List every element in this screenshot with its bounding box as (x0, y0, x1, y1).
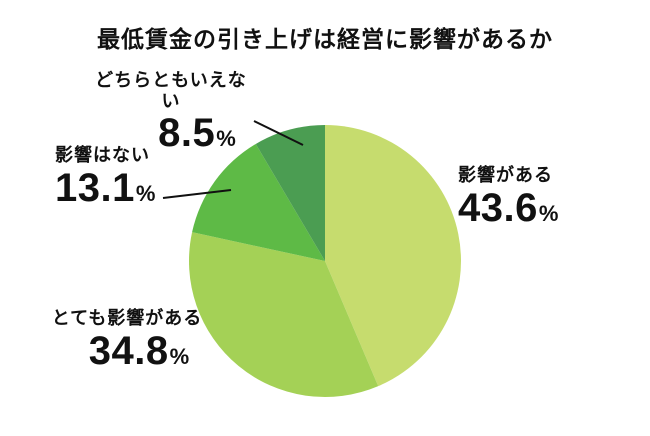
label-eikyou-wa-nai: 影響はない 13.1% (55, 145, 155, 208)
slice-label: 影響がある (458, 165, 553, 185)
slice-label: どちらともいえない (95, 70, 247, 111)
slice-percent: 8.5% (140, 113, 254, 153)
pie-slice (192, 143, 325, 261)
percent-sign: % (169, 343, 190, 369)
label-totemo-eikyou: とても影響がある 34.8% (36, 308, 218, 371)
percent-number: 8.5 (158, 111, 216, 156)
label-dochira-tomo-ienai: どちらともいえない 8.5% (88, 70, 254, 153)
pie-slice (325, 125, 461, 387)
slice-percent: 13.1% (55, 168, 155, 208)
slice-label: 影響はない (55, 145, 150, 165)
percent-number: 43.6 (458, 185, 538, 230)
leader-line-eikyou-wa-nai (162, 189, 232, 199)
chart-title: 最低賃金の引き上げは経営に影響があるか (97, 26, 553, 52)
label-eikyou-ga-aru: 影響がある 43.6% (458, 165, 558, 228)
slice-label: とても影響がある (51, 308, 203, 328)
percent-number: 34.8 (88, 328, 169, 373)
pie-slices (189, 125, 461, 398)
percent-sign: % (216, 126, 236, 152)
percent-sign: % (135, 180, 156, 206)
percent-number: 13.1 (55, 165, 135, 210)
pie-slice (189, 232, 379, 398)
slice-percent: 34.8% (60, 331, 218, 371)
percent-sign: % (538, 200, 559, 226)
slice-percent: 43.6% (458, 188, 558, 228)
pie-slice (255, 125, 325, 261)
leader-line-dochira (253, 120, 304, 146)
